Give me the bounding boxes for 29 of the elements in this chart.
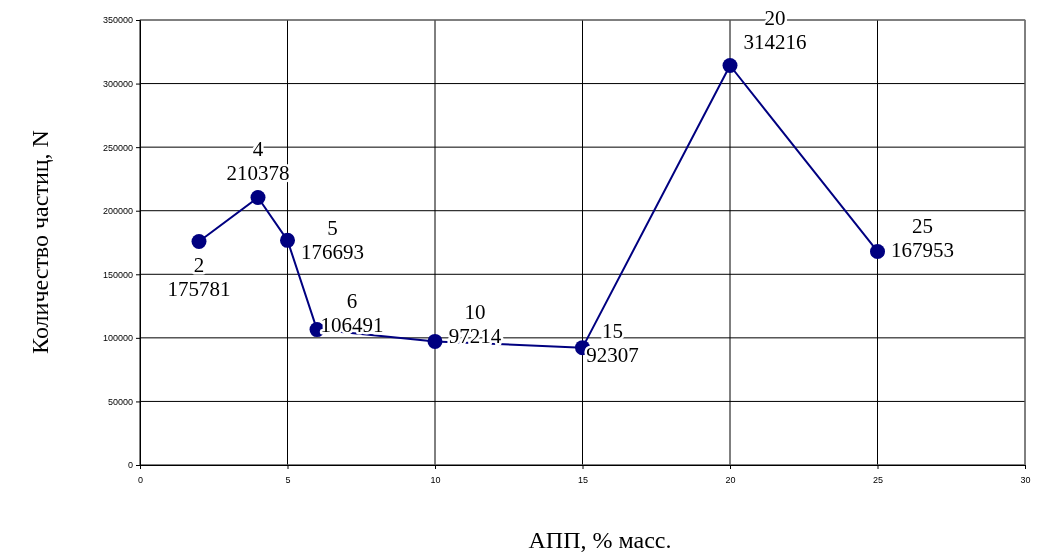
y-tick-label: 100000 [102,333,133,344]
y-tick-label: 250000 [102,142,133,153]
data-label: 25 167953 [891,214,954,263]
point [427,333,443,349]
y-tick-label: 200000 [102,206,133,217]
data-label: 15 92307 [586,318,639,367]
data-label: 2 175781 [167,252,231,301]
data-label: 6 106491 [320,288,384,337]
x-axis-title: АПП, % масс. [528,527,672,553]
x-tick-label: 30 [1020,474,1031,485]
data-label: 20 314216 [743,6,807,55]
x-tick-label: 0 [137,474,144,485]
point [250,190,266,206]
x-tick-label: 15 [577,474,589,485]
data-label: 5 176693 [301,216,364,265]
y-tick-label: 50000 [107,396,133,407]
x-tick-label: 10 [430,474,441,485]
y-axis-title: Количество частиц, N [27,130,53,354]
y-tick-label: 150000 [102,269,133,280]
y-tick-label: 350000 [102,15,133,26]
x-tick-label: 20 [725,474,736,485]
point [280,232,295,248]
point [722,58,738,73]
x-tick-label: 5 [285,474,291,485]
y-tick-label: 300000 [102,78,133,89]
y-tick-label: 0 [127,460,133,471]
x-tick-label: 25 [872,474,884,485]
point [870,243,885,259]
point [191,234,207,250]
